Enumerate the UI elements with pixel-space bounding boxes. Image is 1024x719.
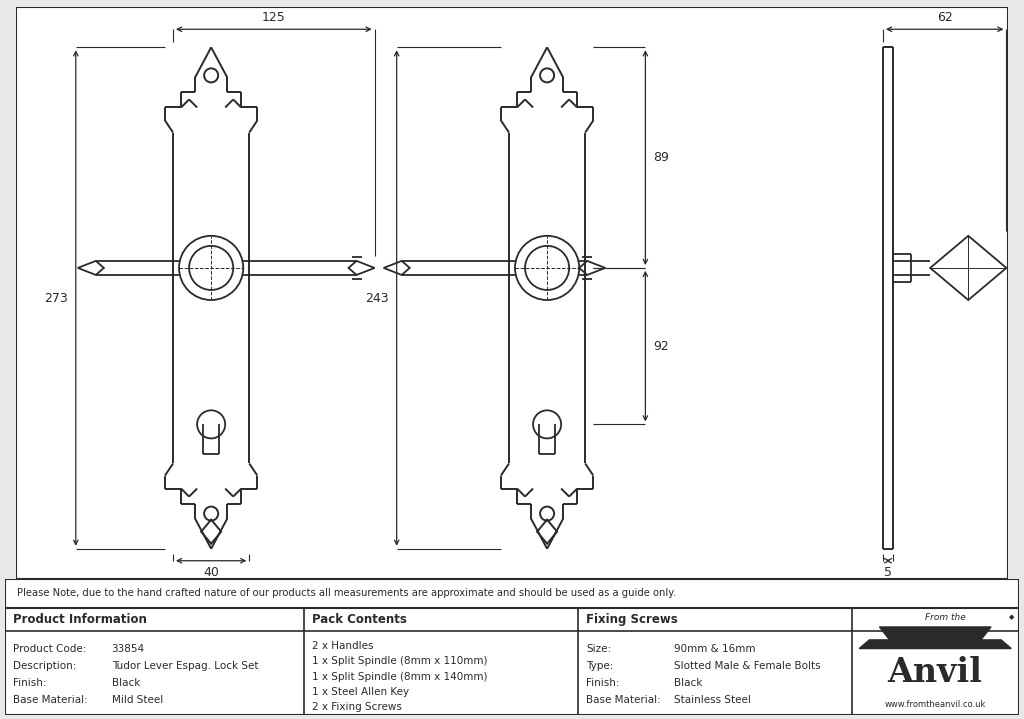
Text: Black: Black xyxy=(112,678,140,688)
Text: 33854: 33854 xyxy=(112,644,144,654)
Text: Black: Black xyxy=(674,678,702,688)
Text: 125: 125 xyxy=(262,12,286,24)
Text: Pack Contents: Pack Contents xyxy=(312,613,408,626)
Text: Slotted Male & Female Bolts: Slotted Male & Female Bolts xyxy=(674,661,821,671)
Text: 92: 92 xyxy=(653,339,669,352)
Text: Description:: Description: xyxy=(13,661,77,671)
Text: 273: 273 xyxy=(44,291,68,305)
Text: 2 x Handles: 2 x Handles xyxy=(312,641,374,651)
Text: Finish:: Finish: xyxy=(13,678,47,688)
Text: Size:: Size: xyxy=(586,644,611,654)
Text: 62: 62 xyxy=(937,12,952,24)
Text: Type:: Type: xyxy=(586,661,613,671)
Text: From the: From the xyxy=(925,613,966,622)
Text: 243: 243 xyxy=(365,291,389,305)
Text: 1 x Steel Allen Key: 1 x Steel Allen Key xyxy=(312,687,410,697)
Text: Product Information: Product Information xyxy=(13,613,147,626)
Text: Fixing Screws: Fixing Screws xyxy=(586,613,678,626)
Text: Base Material:: Base Material: xyxy=(586,695,660,705)
Text: ◆: ◆ xyxy=(1009,614,1014,620)
Text: 2 x Fixing Screws: 2 x Fixing Screws xyxy=(312,702,402,712)
Text: Tudor Lever Espag. Lock Set: Tudor Lever Espag. Lock Set xyxy=(112,661,258,671)
Text: Base Material:: Base Material: xyxy=(13,695,88,705)
Text: 5: 5 xyxy=(884,566,892,579)
Text: Anvil: Anvil xyxy=(888,656,983,689)
Text: www.fromtheanvil.co.uk: www.fromtheanvil.co.uk xyxy=(885,700,986,709)
Text: 89: 89 xyxy=(653,151,670,164)
Text: Product Code:: Product Code: xyxy=(13,644,87,654)
Text: Mild Steel: Mild Steel xyxy=(112,695,163,705)
Text: 90mm & 16mm: 90mm & 16mm xyxy=(674,644,756,654)
Text: 40: 40 xyxy=(203,566,219,579)
Text: Finish:: Finish: xyxy=(586,678,620,688)
Polygon shape xyxy=(880,627,991,640)
Text: Please Note, due to the hand crafted nature of our products all measurements are: Please Note, due to the hand crafted nat… xyxy=(17,588,676,598)
Text: 1 x Split Spindle (8mm x 110mm): 1 x Split Spindle (8mm x 110mm) xyxy=(312,656,487,667)
Text: 1 x Split Spindle (8mm x 140mm): 1 x Split Spindle (8mm x 140mm) xyxy=(312,672,487,682)
Text: Stainless Steel: Stainless Steel xyxy=(674,695,751,705)
Polygon shape xyxy=(859,640,1012,649)
